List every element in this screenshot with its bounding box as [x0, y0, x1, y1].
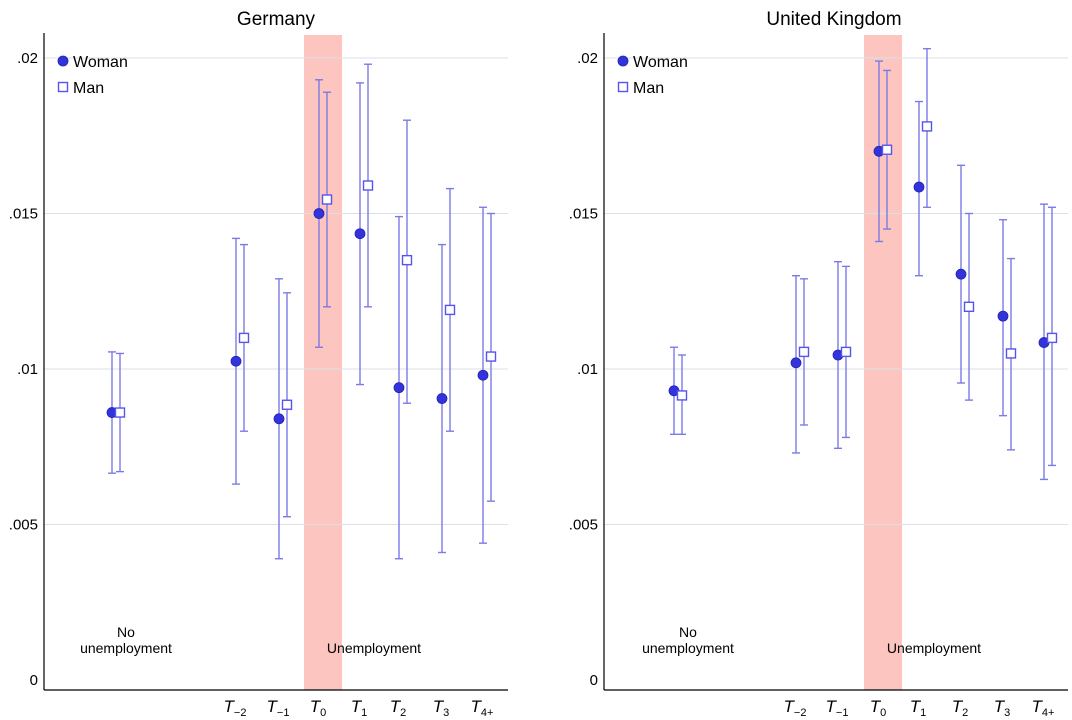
man-point — [798, 346, 810, 358]
man-point — [676, 390, 688, 401]
woman-point — [230, 355, 242, 367]
legend-man-marker — [57, 81, 69, 93]
woman-point — [913, 181, 925, 193]
y-tick-label: .015 — [569, 206, 598, 223]
woman-point — [393, 382, 405, 394]
chart-panel-0: 0 .005 .01 .015 .02 Germany T−2 T−1 T0 T1 T2 T3 T4+ N… — [9, 9, 508, 719]
woman-point — [436, 393, 448, 404]
man-point — [485, 351, 497, 362]
legend-woman-marker — [617, 55, 629, 67]
woman-point — [354, 228, 366, 240]
man-point — [401, 254, 413, 266]
highlight-band — [304, 35, 342, 690]
man-point — [362, 180, 374, 191]
man-point — [281, 399, 293, 410]
woman-point — [955, 268, 967, 280]
x-tick-label: T−1 — [267, 697, 290, 719]
y-tick-label: .005 — [9, 517, 38, 534]
man-point — [321, 194, 333, 205]
annotation-label: unemployment — [80, 640, 172, 656]
legend-label: Woman — [73, 54, 128, 71]
x-tick-label: T−2 — [784, 697, 807, 719]
x-tick-label: T0 — [870, 697, 887, 719]
y-tick-label: .015 — [9, 206, 38, 223]
woman-point — [313, 208, 325, 219]
legend-label: Man — [633, 80, 664, 97]
legend-label: Man — [73, 80, 104, 97]
legend-label: Woman — [633, 54, 688, 71]
x-tick-label: T−1 — [826, 697, 849, 719]
man-point — [921, 121, 933, 132]
x-tick-label: T2 — [390, 697, 407, 719]
y-tick-label: .005 — [569, 517, 598, 534]
man-point — [114, 407, 126, 418]
y-tick-label: .01 — [17, 361, 38, 378]
x-tick-label: T1 — [910, 697, 927, 719]
y-tick-label: 0 — [30, 672, 38, 689]
woman-point — [273, 413, 285, 425]
woman-point — [790, 357, 802, 369]
y-tick-label: .02 — [17, 50, 38, 67]
x-tick-label: T3 — [433, 697, 450, 719]
annotation-label: No — [117, 624, 135, 640]
chart-title: Germany — [237, 9, 316, 30]
x-tick-label: T3 — [994, 697, 1011, 719]
x-tick-label: T4+ — [471, 697, 494, 719]
y-tick-label: .02 — [577, 50, 598, 67]
annotation-label: Unemployment — [327, 640, 421, 656]
woman-point — [997, 310, 1009, 322]
x-tick-label: T2 — [952, 697, 969, 719]
annotation-label: unemployment — [642, 640, 734, 656]
highlight-band — [864, 35, 902, 690]
x-tick-label: T−2 — [224, 697, 247, 719]
annotation-label: Unemployment — [887, 640, 981, 656]
x-tick-label: T0 — [310, 697, 327, 719]
man-point — [444, 304, 456, 316]
man-point — [238, 332, 250, 344]
y-tick-label: .01 — [577, 361, 598, 378]
annotation-label: No — [679, 624, 697, 640]
man-point — [1046, 332, 1058, 344]
chart-panel-1: 0 .005 .01 .015 .02 United Kingdom T−2 T−1 T0 T1 T… — [569, 9, 1068, 719]
man-point — [840, 346, 852, 358]
legend-man-marker — [617, 81, 629, 93]
chart-title: United Kingdom — [766, 9, 901, 30]
man-point — [1005, 348, 1017, 359]
man-point — [881, 144, 893, 155]
y-tick-label: 0 — [590, 672, 598, 689]
x-tick-label: T1 — [351, 697, 368, 719]
legend-woman-marker — [57, 55, 69, 67]
x-tick-label: T4+ — [1032, 697, 1055, 719]
woman-point — [477, 369, 489, 381]
man-point — [963, 301, 975, 312]
